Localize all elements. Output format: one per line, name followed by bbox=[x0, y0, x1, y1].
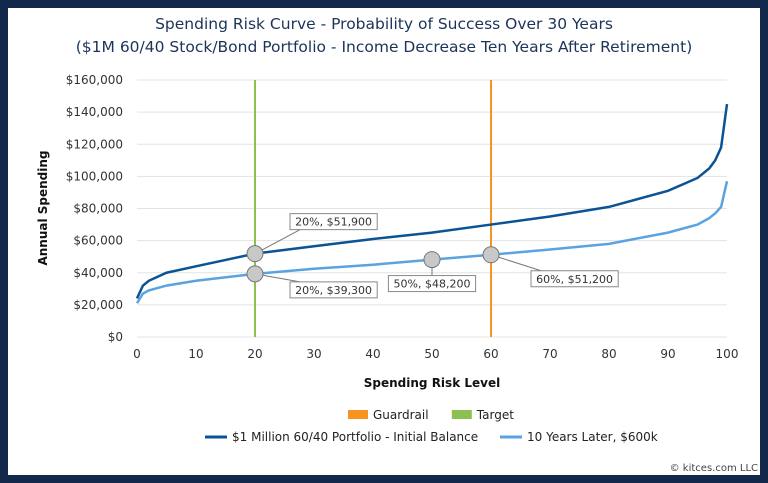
chart-frame bbox=[8, 8, 760, 475]
y-tick-label: $120,000 bbox=[66, 137, 123, 151]
annotation-box bbox=[530, 270, 619, 288]
annotation-box bbox=[387, 275, 477, 293]
guardrail-legend-swatch bbox=[348, 410, 368, 419]
annotation-box bbox=[289, 281, 378, 299]
y-tick-label: $20,000 bbox=[73, 298, 123, 312]
annotation-marker bbox=[482, 246, 500, 264]
annotation-label: 20%, $51,900 bbox=[295, 216, 372, 229]
annotation-label: 60%, $51,200 bbox=[536, 273, 613, 286]
legend-label: Guardrail bbox=[373, 408, 429, 422]
annotation-marker bbox=[423, 251, 441, 269]
x-tick-label: 50 bbox=[424, 347, 439, 361]
y-tick-label: $160,000 bbox=[66, 73, 123, 87]
annotation-marker bbox=[246, 265, 264, 283]
legend-label: $1 Million 60/40 Portfolio - Initial Bal… bbox=[232, 430, 478, 444]
annotation-label: 20%, $39,300 bbox=[295, 284, 372, 297]
y-tick-label: $100,000 bbox=[66, 169, 123, 183]
x-tick-label: 60 bbox=[483, 347, 498, 361]
x-tick-label: 90 bbox=[660, 347, 675, 361]
y-tick-label: $0 bbox=[108, 330, 123, 344]
annotation-label: 50%, $48,200 bbox=[394, 278, 471, 291]
target-legend-swatch bbox=[451, 410, 472, 419]
y-tick-label: $60,000 bbox=[73, 234, 123, 248]
x-tick-label: 100 bbox=[716, 347, 739, 361]
y-tick-label: $40,000 bbox=[73, 266, 123, 280]
series-line-1 bbox=[135, 180, 729, 304]
chart-subtitle: ($1M 60/40 Stock/Bond Portfolio - Income… bbox=[76, 38, 693, 56]
x-tick-label: 80 bbox=[601, 347, 616, 361]
x-axis-label: Spending Risk Level bbox=[364, 376, 500, 390]
y-tick-label: $140,000 bbox=[66, 105, 123, 119]
x-tick-label: 70 bbox=[542, 347, 557, 361]
annotation-box bbox=[289, 213, 378, 231]
legend-label: 10 Years Later, $600k bbox=[527, 430, 658, 444]
x-tick-label: 10 bbox=[188, 347, 203, 361]
y-tick-label: $80,000 bbox=[73, 202, 123, 216]
x-tick-label: 40 bbox=[365, 347, 380, 361]
series-line-0 bbox=[135, 103, 729, 299]
annotation-marker bbox=[246, 245, 264, 263]
footer-credit: © kitces.com LLC bbox=[670, 463, 758, 474]
legend-label: Target bbox=[476, 408, 514, 422]
y-axis-label: Annual Spending bbox=[36, 150, 50, 265]
x-tick-label: 30 bbox=[306, 347, 321, 361]
x-tick-label: 0 bbox=[133, 347, 141, 361]
chart-title: Spending Risk Curve - Probability of Suc… bbox=[155, 15, 613, 33]
annotation-leader bbox=[490, 254, 542, 272]
x-tick-label: 20 bbox=[247, 347, 262, 361]
